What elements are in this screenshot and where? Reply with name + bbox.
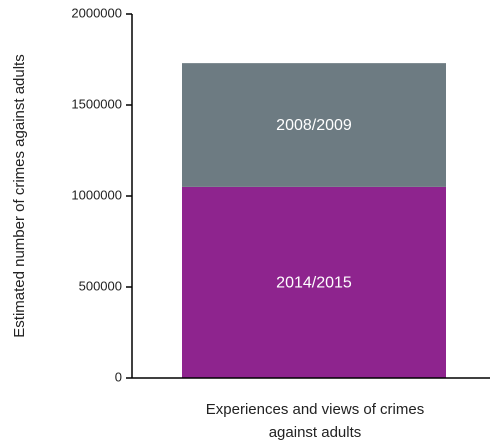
bar-segment-label: 2008/2009 <box>276 117 352 134</box>
bar-segment-2008-2009 <box>182 63 446 187</box>
y-axis-label: Estimated number of crimes against adult… <box>11 54 28 337</box>
x-axis-label-line-2: against adults <box>269 424 362 441</box>
x-axis-label-line-1: Experiences and views of crimes <box>206 401 424 418</box>
y-tick-label: 2000000 <box>71 5 122 20</box>
bars-group: 2014/2015 2008/2009 <box>182 63 446 378</box>
bar-segment-label: 2014/2015 <box>276 275 352 292</box>
bar-segment-2014-2015 <box>182 186 446 378</box>
y-tick-label: 1500000 <box>71 96 122 111</box>
y-tick-label: 0 <box>115 369 122 384</box>
y-tick-label: 500000 <box>79 278 122 293</box>
y-axis-ticks: 0 500000 1000000 1500000 2000000 <box>71 5 132 384</box>
y-tick-label: 1000000 <box>71 187 122 202</box>
